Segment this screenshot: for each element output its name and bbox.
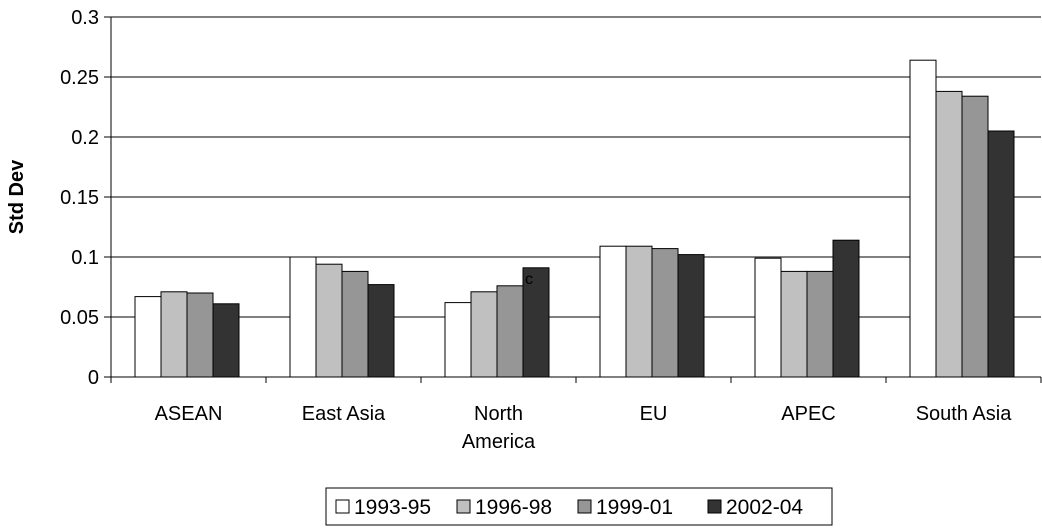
legend-swatch (707, 499, 722, 514)
legend-box (325, 487, 833, 526)
y-tick-label: 0.2 (71, 127, 99, 149)
axes (110, 17, 1042, 383)
bar-1999-01-5 (961, 95, 989, 378)
y-tick-label: 0.05 (60, 307, 99, 329)
bar-2002-04-1 (367, 284, 395, 378)
bar-2002-04-5 (987, 130, 1015, 378)
x-tick-label: APEC (781, 403, 835, 425)
y-axis-title: Std Dev (6, 159, 28, 234)
legend-label: 1993-95 (354, 496, 431, 519)
bar-1996-98-5 (935, 90, 963, 378)
x-tick-label: EU (640, 403, 668, 425)
bar-1993-95-0 (134, 296, 162, 378)
bar-2002-04-0 (212, 303, 240, 378)
annotations: c (525, 271, 533, 288)
y-tick-label: 0.3 (71, 7, 99, 29)
bar-2002-04-3 (677, 254, 705, 378)
bar-2002-04-4 (832, 239, 860, 378)
x-tick-label: ASEAN (155, 403, 223, 425)
legend-label: 1999-01 (596, 496, 673, 519)
bar-1993-95-3 (599, 245, 627, 378)
bar-1993-95-1 (289, 256, 317, 378)
bar-1993-95-5 (909, 59, 937, 378)
x-tick-label: East Asia (302, 403, 386, 425)
annotation-label: c (525, 271, 533, 288)
y-tick-label: 0.1 (71, 247, 99, 269)
bar-1996-98-1 (315, 263, 343, 378)
bar-1993-95-4 (754, 257, 782, 378)
bar-1999-01-3 (651, 248, 679, 378)
bar-1996-98-2 (470, 291, 498, 378)
bar-1999-01-0 (186, 292, 214, 378)
bar-1999-01-2 (496, 285, 524, 378)
legend-swatch (456, 499, 471, 514)
x-tick-label: South Asia (916, 403, 1013, 425)
x-tick-labels: ASEAN East Asia North America EU APEC South As… (155, 403, 1013, 453)
legend: 1993-95 1996-98 1999-01 2002-04 (325, 487, 833, 526)
bar-1999-01-4 (806, 270, 834, 378)
bar-1996-98-4 (780, 270, 808, 378)
x-tick-label: North America (462, 403, 536, 453)
gridlines (111, 16, 1041, 318)
legend-label: 1996-98 (475, 496, 552, 519)
y-tick-label: 0.15 (60, 187, 99, 209)
bars (134, 59, 1015, 378)
bar-1993-95-2 (444, 302, 472, 378)
bar-1999-01-1 (341, 270, 369, 378)
legend-swatch (335, 499, 350, 514)
bar-1996-98-0 (160, 291, 188, 378)
y-tick-label: 0 (88, 367, 99, 389)
y-tick-label: 0.25 (60, 67, 99, 89)
y-tick-labels: 0 0.05 0.1 0.15 0.2 0.25 0.3 (60, 7, 111, 389)
legend-swatch (577, 499, 592, 514)
legend-label: 2002-04 (726, 496, 803, 519)
bar-1996-98-3 (625, 245, 653, 378)
